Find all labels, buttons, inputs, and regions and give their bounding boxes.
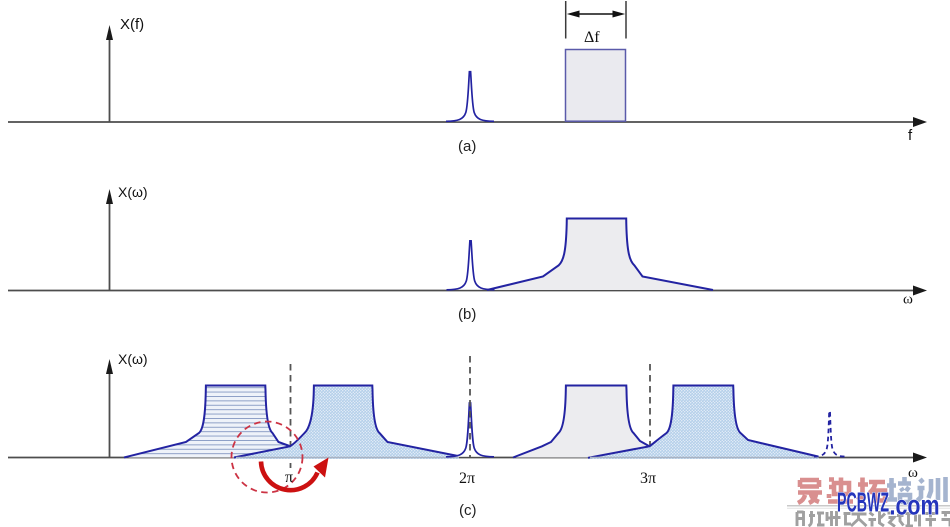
svg-text:ω: ω xyxy=(903,292,913,308)
svg-text:π: π xyxy=(285,469,293,486)
svg-text:.com: .com xyxy=(890,490,940,521)
svg-text:2π: 2π xyxy=(459,470,475,487)
svg-text:(a): (a) xyxy=(458,138,476,155)
svg-text:X(ω): X(ω) xyxy=(118,184,148,200)
svg-text:(c): (c) xyxy=(459,502,477,519)
svg-text:3π: 3π xyxy=(640,470,656,487)
svg-text:ω: ω xyxy=(908,465,918,481)
svg-text:f: f xyxy=(908,127,913,144)
svg-text:X(ω): X(ω) xyxy=(118,351,148,367)
svg-text:X(f): X(f) xyxy=(120,16,144,33)
svg-text:(b): (b) xyxy=(458,306,476,323)
svg-text:Δf: Δf xyxy=(584,29,600,46)
svg-text:PCBWZ: PCBWZ xyxy=(837,487,889,518)
